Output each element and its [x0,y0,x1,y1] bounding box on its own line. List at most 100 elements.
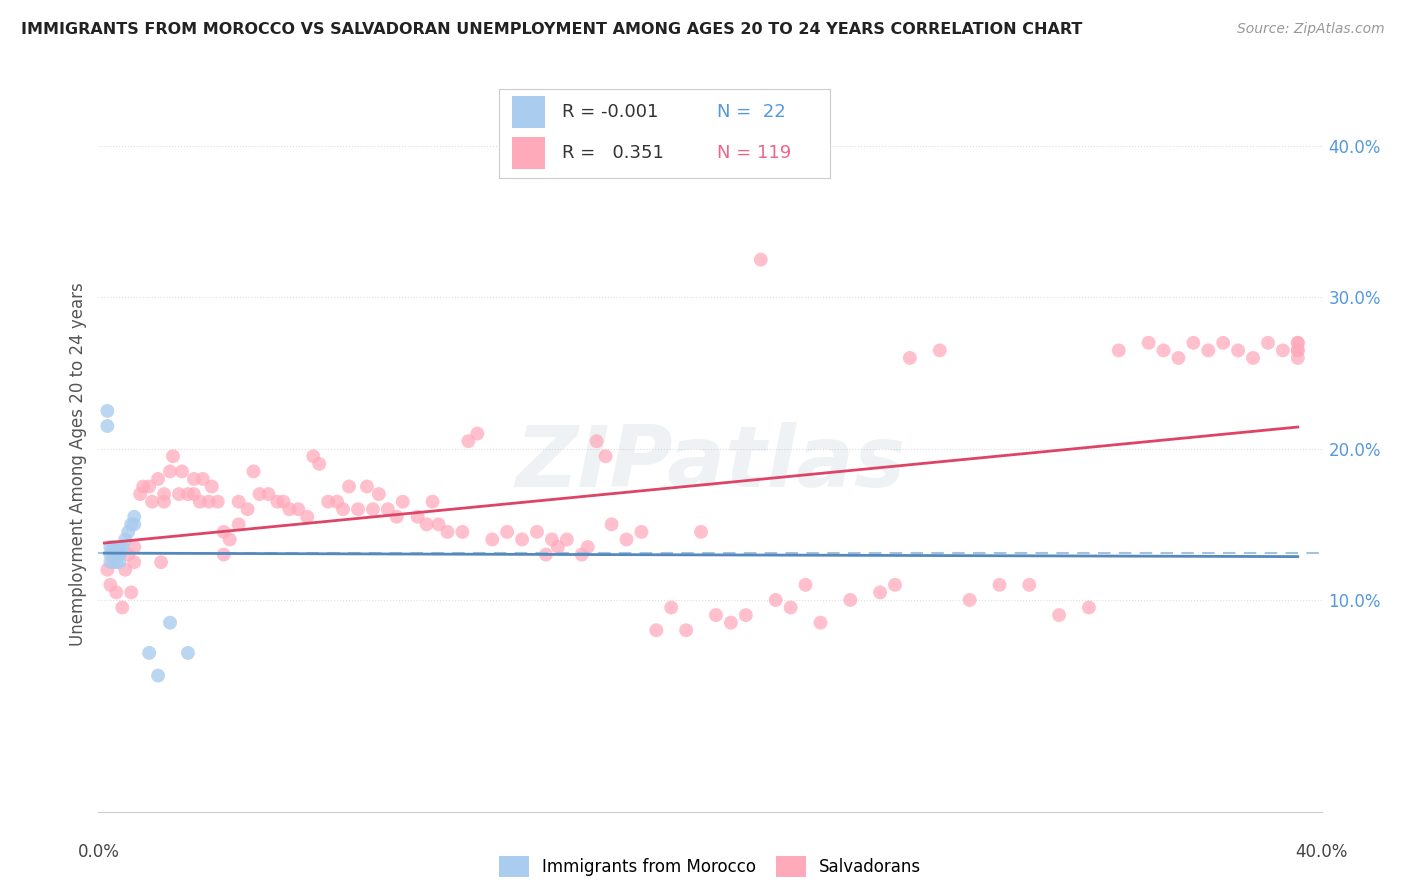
Point [1257,335,1279,350]
Point [138,646,160,660]
Point [869,585,891,599]
Point [779,600,801,615]
Point [1137,335,1160,350]
Point [129,487,152,501]
Point [120,585,142,599]
Point [141,494,163,508]
Point [510,533,533,547]
Point [427,517,450,532]
Point [526,524,548,539]
Point [377,502,399,516]
Point [198,494,221,508]
Point [988,578,1011,592]
Point [146,668,169,682]
Point [1197,343,1219,358]
Point [367,487,389,501]
Text: R = -0.001: R = -0.001 [562,103,658,121]
Point [96,563,118,577]
Point [1286,351,1309,365]
Point [228,494,250,508]
Text: N = 119: N = 119 [717,145,792,162]
Point [201,479,224,493]
Point [108,540,131,554]
Point [534,548,557,562]
Point [571,548,593,562]
Point [98,555,121,569]
Point [111,540,134,554]
Point [159,464,181,478]
Point [96,404,118,418]
Point [1286,335,1309,350]
Point [249,487,271,501]
Point [422,494,444,508]
Point [150,555,173,569]
Bar [512,137,546,169]
Point [630,524,652,539]
Point [326,494,349,508]
Point [645,624,668,638]
Text: 0.0%: 0.0% [77,843,120,861]
Point [337,479,360,493]
Point [177,646,200,660]
Point [1167,351,1189,365]
Point [734,608,756,623]
Point [616,533,638,547]
Point [103,540,125,554]
Point [177,487,200,501]
Point [347,502,370,516]
Point [1286,335,1309,350]
Point [236,502,259,516]
Point [959,593,981,607]
Point [547,540,569,554]
Point [690,524,713,539]
Point [117,524,139,539]
Bar [512,96,546,128]
Point [451,524,474,539]
Point [1227,343,1250,358]
Point [167,487,190,501]
Point [555,533,578,547]
Point [457,434,479,449]
Point [356,479,378,493]
Point [704,608,727,623]
Point [191,472,214,486]
Point [1108,343,1130,358]
Point [481,533,503,547]
Point [108,555,131,569]
Point [749,252,772,267]
Point [120,517,142,532]
Point [257,487,280,501]
Point [1182,335,1205,350]
Point [576,540,599,554]
Point [228,517,250,532]
Point [391,494,413,508]
Point [765,593,787,607]
Point [675,624,697,638]
Point [385,509,408,524]
Text: IMMIGRANTS FROM MOROCCO VS SALVADORAN UNEMPLOYMENT AMONG AGES 20 TO 24 YEARS COR: IMMIGRANTS FROM MOROCCO VS SALVADORAN UN… [21,22,1083,37]
Point [122,517,145,532]
Point [794,578,817,592]
Point [436,524,458,539]
Text: ZIPatlas: ZIPatlas [515,422,905,506]
Point [332,502,354,516]
Point [212,548,235,562]
Point [595,450,617,464]
Point [183,472,205,486]
Point [585,434,607,449]
Point [361,502,384,516]
Point [105,585,128,599]
Point [170,464,193,478]
Point [111,600,134,615]
Point [302,450,325,464]
Point [153,494,176,508]
Point [316,494,339,508]
Point [1077,600,1099,615]
Point [138,479,160,493]
Point [108,548,131,562]
Point [103,555,125,569]
Point [1241,351,1264,365]
Point [114,563,136,577]
Point [898,351,921,365]
Text: Source: ZipAtlas.com: Source: ZipAtlas.com [1237,22,1385,37]
